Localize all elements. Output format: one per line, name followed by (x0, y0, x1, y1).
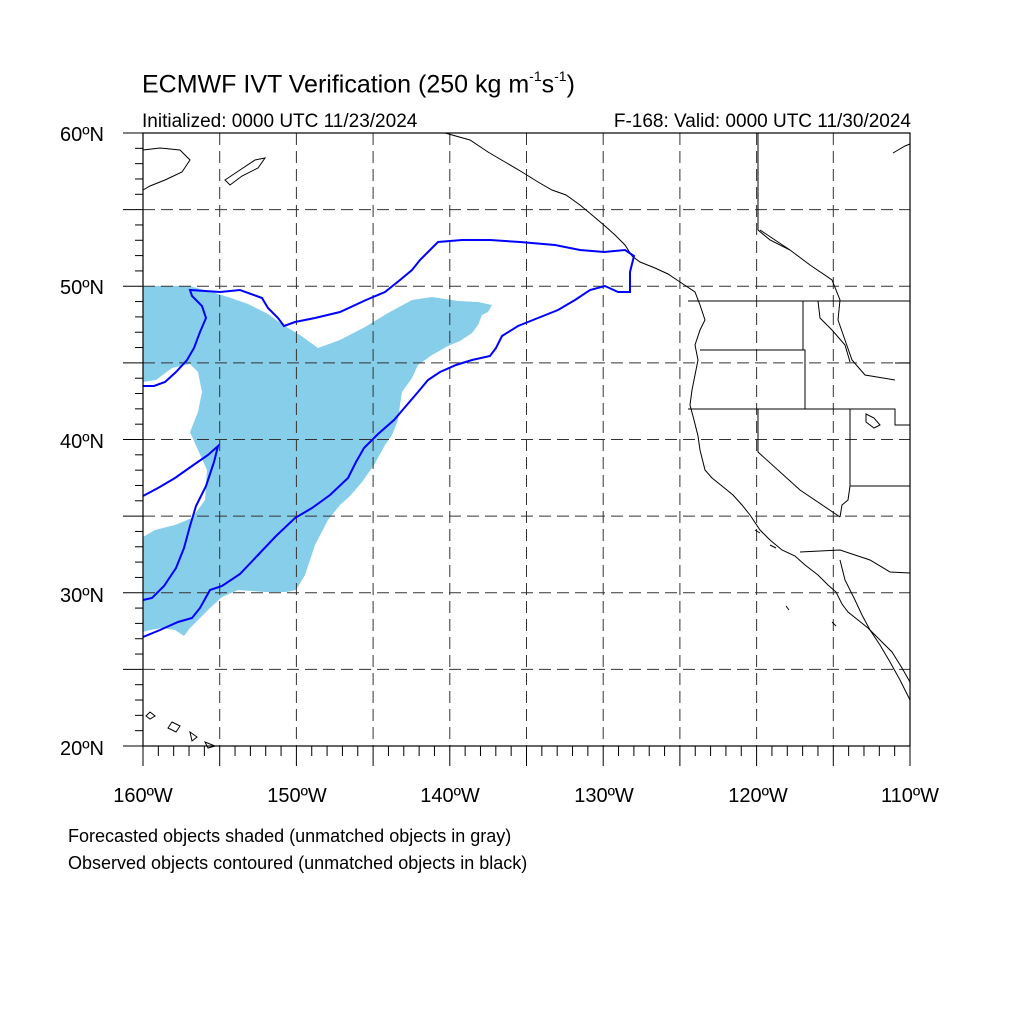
lat-label-40n: 40ºN (60, 431, 104, 453)
lon-label-110w: 110ºW (880, 785, 940, 807)
legend-note-observed: Observed objects contoured (unmatched ob… (68, 853, 528, 873)
lat-label-50n: 50ºN (60, 277, 104, 299)
lon-label-130w: 130ºW (574, 785, 634, 807)
lon-label-150w: 150ºW (267, 785, 327, 807)
coastlines (142, 132, 911, 749)
lat-label-20n: 20ºN (60, 738, 104, 760)
lon-label-160w: 160ºW (113, 785, 173, 807)
lat-label-30n: 30ºN (60, 585, 104, 607)
lon-label-140w: 140ºW (420, 785, 480, 807)
observed-contour-branch (142, 443, 220, 601)
legend-note-forecast: Forecasted objects shaded (unmatched obj… (68, 826, 512, 846)
initialized-time: Initialized: 0000 UTC 11/23/2024 (142, 111, 418, 132)
valid-time: F-168: Valid: 0000 UTC 11/30/2024 (613, 111, 911, 132)
lat-label-60n: 60ºN (60, 124, 104, 146)
grid-lines (143, 133, 910, 746)
observed-contour-main (142, 239, 636, 638)
axis-ticks (123, 132, 911, 766)
lon-label-120w: 120ºW (728, 785, 788, 807)
observed-ivt-contours (142, 239, 636, 638)
forecast-ivt-object (143, 286, 492, 636)
map-title: ECMWF IVT Verification (250 kg m-1s-1) (142, 68, 575, 99)
